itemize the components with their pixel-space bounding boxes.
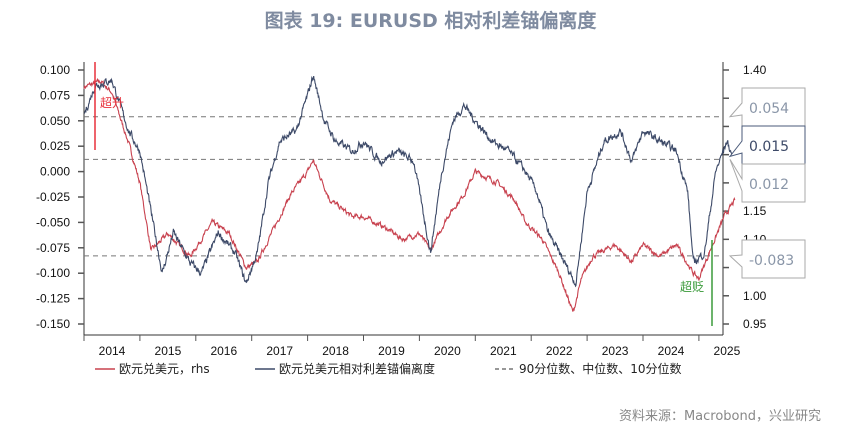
x-tick-label: 2021 (490, 344, 517, 358)
right-tick-label: 1.40 (743, 63, 767, 77)
left-tick-label: -0.050 (36, 215, 70, 229)
overvalued-label: 超升 (100, 95, 124, 110)
undervalued-label: 超贬 (680, 279, 704, 294)
legend-label: 欧元兑美元，rhs (119, 362, 210, 376)
left-tick-label: -0.125 (36, 292, 70, 306)
callout-box (728, 239, 806, 279)
callout-value: 0.012 (749, 177, 789, 193)
callout-box (728, 87, 806, 127)
callout-box (729, 159, 806, 203)
source-note: 资料来源：Macrobond，兴业研究 (618, 409, 821, 424)
right-tick-label: 1.15 (743, 204, 767, 218)
left-tick-label: 0.050 (40, 114, 70, 128)
x-tick-label: 2014 (99, 344, 126, 358)
left-tick-label: 0.075 (40, 88, 70, 102)
legend-label: 90分位数、中位数、10分位数 (519, 361, 682, 376)
legend-label: 欧元兑美元相对利差锚偏离度 (279, 361, 435, 376)
right-tick-label: 1.00 (743, 289, 767, 303)
x-tick-label: 2018 (322, 344, 349, 358)
left-tick-label: 0.000 (40, 165, 70, 179)
eurusd-line (83, 77, 736, 312)
callout-value: 0.054 (749, 101, 789, 117)
x-tick-label: 2020 (434, 344, 461, 358)
x-tick-label: 2019 (378, 344, 405, 358)
x-tick-label: 2017 (266, 344, 293, 358)
x-tick-label: 2024 (658, 344, 685, 358)
right-tick-label: 0.95 (743, 317, 767, 331)
callout-box (728, 125, 806, 165)
chart-title: 图表 19: EURUSD 相对利差锚偏离度 (264, 10, 597, 32)
callout-value: -0.083 (749, 253, 794, 269)
x-tick-label: 2023 (602, 344, 629, 358)
callout-value: 0.015 (749, 139, 789, 155)
left-tick-label: -0.100 (36, 266, 70, 280)
left-tick-label: 0.025 (40, 139, 70, 153)
x-tick-label: 2022 (546, 344, 573, 358)
left-tick-label: 0.100 (40, 63, 70, 77)
x-tick-label: 2025 (714, 344, 741, 358)
left-tick-label: -0.150 (36, 317, 70, 331)
left-tick-label: -0.075 (36, 241, 70, 255)
deviation-line (83, 75, 733, 288)
left-tick-label: -0.025 (36, 190, 70, 204)
x-tick-label: 2015 (155, 344, 182, 358)
x-tick-label: 2016 (210, 344, 237, 358)
